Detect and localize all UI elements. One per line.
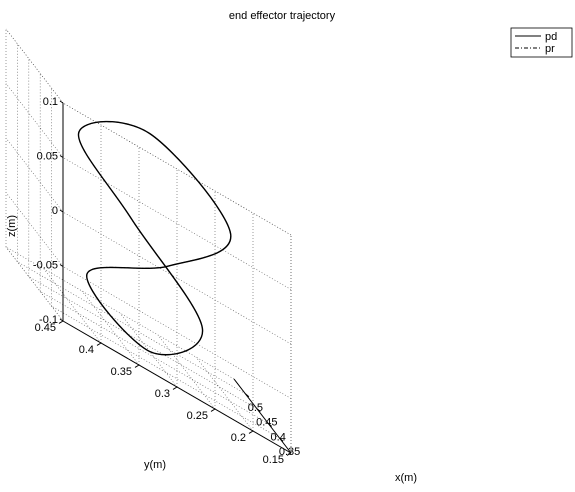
tick-marks xyxy=(58,100,292,456)
grid-lines xyxy=(5,28,292,454)
z-tick-label: -0.1 xyxy=(39,314,58,326)
y-tick xyxy=(210,408,216,412)
z-tick xyxy=(59,209,64,213)
y-tick-label: 0.25 xyxy=(187,410,208,422)
y-tick-label: 0.15 xyxy=(263,454,284,466)
legend-box xyxy=(510,27,573,58)
y-tick xyxy=(134,364,140,368)
z-tick-label: 0.05 xyxy=(37,151,58,163)
box-edge xyxy=(62,102,292,236)
grid-line xyxy=(40,291,269,424)
y-tick-label: 0.4 xyxy=(79,344,94,356)
series-line-pd xyxy=(77,120,232,356)
legend: pd pr xyxy=(510,27,573,58)
grid-line xyxy=(43,268,102,344)
grid-line xyxy=(28,276,257,409)
z-tick xyxy=(59,100,64,104)
y-tick xyxy=(172,386,178,390)
box-edge xyxy=(5,28,64,104)
y-axis-label: y(m) xyxy=(144,459,166,471)
x-tick xyxy=(256,408,261,412)
y-tick-label: 0.35 xyxy=(111,366,132,378)
y-tick xyxy=(96,342,102,346)
y-tick xyxy=(248,430,254,434)
z-tick-label: -0.05 xyxy=(33,260,58,272)
y-tick-label: 0.3 xyxy=(155,388,170,400)
z-tick-label: 0.1 xyxy=(43,96,58,108)
grid-line xyxy=(62,211,292,345)
axes-frame xyxy=(5,28,292,454)
grid-line xyxy=(5,83,64,158)
y-tick-label: 0.2 xyxy=(231,432,246,444)
x-axis-line xyxy=(233,378,292,454)
z-tick xyxy=(59,264,64,267)
chart-title: end effector trajectory xyxy=(229,10,336,22)
grid-line xyxy=(62,266,292,399)
y-tick xyxy=(58,320,64,324)
series-lines xyxy=(77,120,232,356)
grid-line xyxy=(5,137,64,213)
z-tick xyxy=(59,155,64,158)
grid-line xyxy=(17,261,246,395)
x-tick-label: 0.5 xyxy=(248,402,263,414)
x-tick xyxy=(267,423,273,427)
series-line-pr xyxy=(78,121,232,356)
grid-line xyxy=(81,290,140,366)
y-tick-label: 0.45 xyxy=(35,322,56,334)
grid-line xyxy=(5,246,64,322)
z-tick xyxy=(59,318,64,322)
grid-line xyxy=(5,192,64,267)
x-tick-label: 0.35 xyxy=(279,446,300,458)
legend-label-pd: pd xyxy=(545,31,557,43)
grid-line xyxy=(119,312,178,388)
legend-label-pr: pr xyxy=(545,43,555,55)
box-edge xyxy=(5,246,235,380)
grid-line xyxy=(5,246,64,322)
z-axis-label: z(m) xyxy=(6,215,18,237)
grid-line xyxy=(195,356,254,432)
grid-line xyxy=(157,334,216,410)
x-tick-label: 0.45 xyxy=(256,417,277,429)
x-tick-label: 0.4 xyxy=(271,431,286,443)
x-tick xyxy=(245,393,250,398)
y-tick xyxy=(286,452,292,456)
z-tick-label: 0 xyxy=(52,205,58,217)
x-tick xyxy=(279,437,284,442)
tick-labels: 0.350.40.450.50.150.20.250.30.350.40.45-… xyxy=(33,96,300,466)
x-axis-label: x(m) xyxy=(395,472,417,484)
grid-line xyxy=(62,157,292,290)
